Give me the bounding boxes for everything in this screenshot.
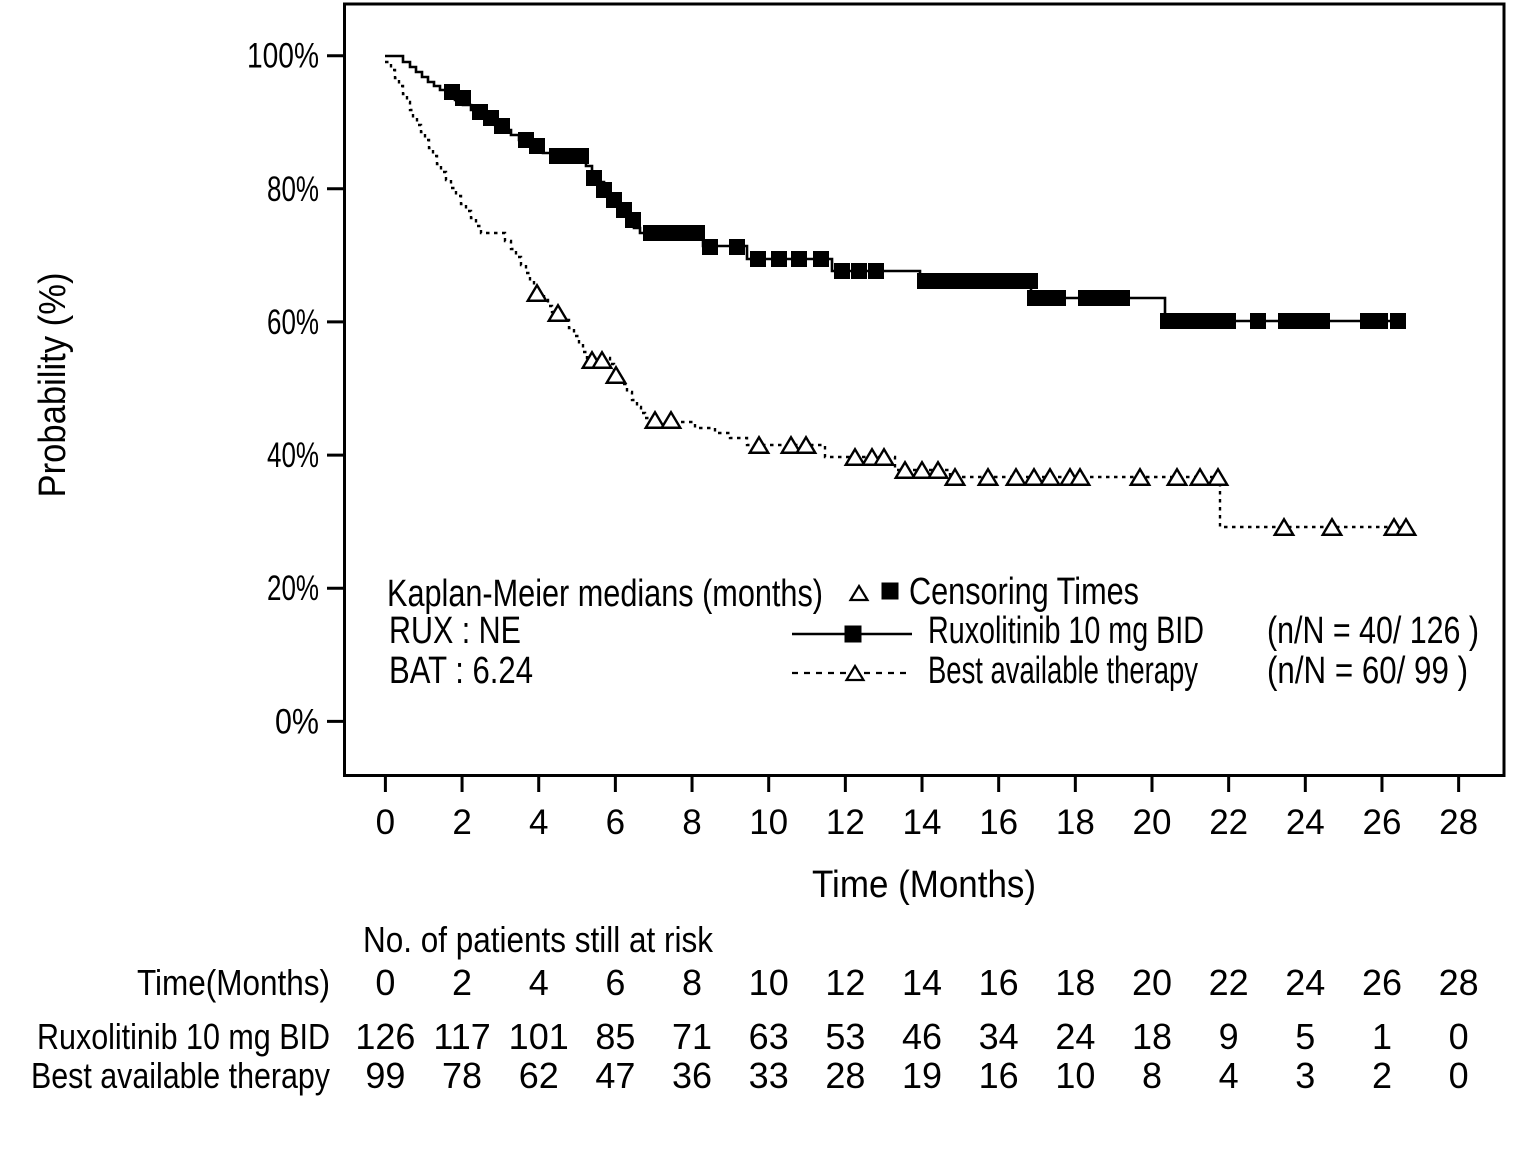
svg-text:46: 46	[902, 1016, 942, 1057]
svg-text:2: 2	[452, 803, 471, 842]
svg-text:36: 36	[672, 1055, 712, 1096]
svg-text:85: 85	[595, 1016, 635, 1057]
svg-text:Best available therapy: Best available therapy	[31, 1055, 330, 1096]
svg-text:20: 20	[1133, 803, 1172, 842]
svg-text:0: 0	[1449, 1055, 1469, 1096]
svg-text:126: 126	[355, 1016, 415, 1057]
svg-text:12: 12	[825, 962, 865, 1003]
svg-text:16: 16	[979, 803, 1018, 842]
svg-text:Time(Months): Time(Months)	[137, 962, 330, 1003]
svg-text:22: 22	[1209, 803, 1248, 842]
svg-text:24: 24	[1285, 962, 1325, 1003]
svg-text:14: 14	[903, 803, 942, 842]
svg-text:18: 18	[1132, 1016, 1172, 1057]
svg-text:Censoring Times: Censoring Times	[909, 571, 1139, 613]
svg-text:8: 8	[682, 962, 702, 1003]
svg-text:117: 117	[433, 1016, 490, 1057]
svg-text:18: 18	[1056, 803, 1095, 842]
svg-text:8: 8	[1142, 1055, 1162, 1096]
svg-text:10: 10	[749, 803, 788, 842]
svg-text:28: 28	[1439, 962, 1479, 1003]
svg-text:Ruxolitinib 10 mg BID: Ruxolitinib 10 mg BID	[928, 610, 1204, 652]
svg-text:100%: 100%	[247, 37, 319, 76]
svg-text:28: 28	[1439, 803, 1478, 842]
svg-text:24: 24	[1055, 1016, 1095, 1057]
svg-text:10: 10	[749, 962, 789, 1003]
svg-text:Probability (%): Probability (%)	[32, 273, 74, 498]
svg-text:53: 53	[825, 1016, 865, 1057]
svg-text:Best available therapy: Best available therapy	[928, 650, 1198, 692]
svg-text:0: 0	[375, 962, 395, 1003]
svg-text:No. of patients still at risk: No. of patients still at risk	[363, 919, 714, 960]
svg-text:16: 16	[979, 1055, 1019, 1096]
svg-text:4: 4	[529, 803, 548, 842]
svg-text:6: 6	[605, 962, 625, 1003]
svg-text:Kaplan-Meier medians (months): Kaplan-Meier medians (months)	[387, 573, 823, 615]
svg-text:4: 4	[529, 962, 549, 1003]
svg-text:16: 16	[979, 962, 1019, 1003]
svg-text:60%: 60%	[267, 303, 319, 342]
svg-text:(n/N = 40/ 126 ): (n/N = 40/ 126 )	[1267, 610, 1479, 652]
svg-text:3: 3	[1295, 1055, 1315, 1096]
svg-text:101: 101	[509, 1016, 569, 1057]
svg-text:78: 78	[442, 1055, 482, 1096]
svg-text:18: 18	[1055, 962, 1095, 1003]
svg-text:BAT : 6.24: BAT : 6.24	[389, 650, 533, 692]
svg-text:40%: 40%	[267, 436, 319, 475]
svg-text:Ruxolitinib 10 mg BID: Ruxolitinib 10 mg BID	[37, 1016, 330, 1057]
svg-text:0: 0	[376, 803, 395, 842]
svg-text:RUX : NE: RUX : NE	[389, 610, 521, 652]
svg-text:47: 47	[595, 1055, 635, 1096]
svg-text:80%: 80%	[267, 170, 319, 209]
svg-text:0%: 0%	[275, 702, 319, 741]
svg-text:22: 22	[1209, 962, 1249, 1003]
svg-text:19: 19	[902, 1055, 942, 1096]
svg-text:26: 26	[1362, 962, 1402, 1003]
svg-text:14: 14	[902, 962, 942, 1003]
svg-text:63: 63	[749, 1016, 789, 1057]
svg-text:33: 33	[749, 1055, 789, 1096]
svg-text:Time (Months): Time (Months)	[812, 864, 1036, 906]
svg-text:62: 62	[519, 1055, 559, 1096]
svg-text:6: 6	[606, 803, 625, 842]
svg-text:(n/N = 60/ 99 ): (n/N = 60/ 99 )	[1267, 650, 1468, 692]
svg-text:2: 2	[452, 962, 472, 1003]
svg-text:1: 1	[1372, 1016, 1392, 1057]
svg-text:0: 0	[1449, 1016, 1469, 1057]
svg-text:10: 10	[1055, 1055, 1095, 1096]
svg-text:5: 5	[1295, 1016, 1315, 1057]
svg-text:99: 99	[365, 1055, 405, 1096]
svg-text:20: 20	[1132, 962, 1172, 1003]
svg-text:20%: 20%	[267, 569, 319, 608]
svg-text:4: 4	[1219, 1055, 1239, 1096]
svg-text:24: 24	[1286, 803, 1325, 842]
svg-text:2: 2	[1372, 1055, 1392, 1096]
svg-text:71: 71	[672, 1016, 712, 1057]
svg-text:8: 8	[682, 803, 701, 842]
svg-text:12: 12	[826, 803, 865, 842]
svg-text:34: 34	[979, 1016, 1019, 1057]
svg-text:9: 9	[1219, 1016, 1239, 1057]
svg-text:26: 26	[1363, 803, 1402, 842]
svg-text:28: 28	[825, 1055, 865, 1096]
